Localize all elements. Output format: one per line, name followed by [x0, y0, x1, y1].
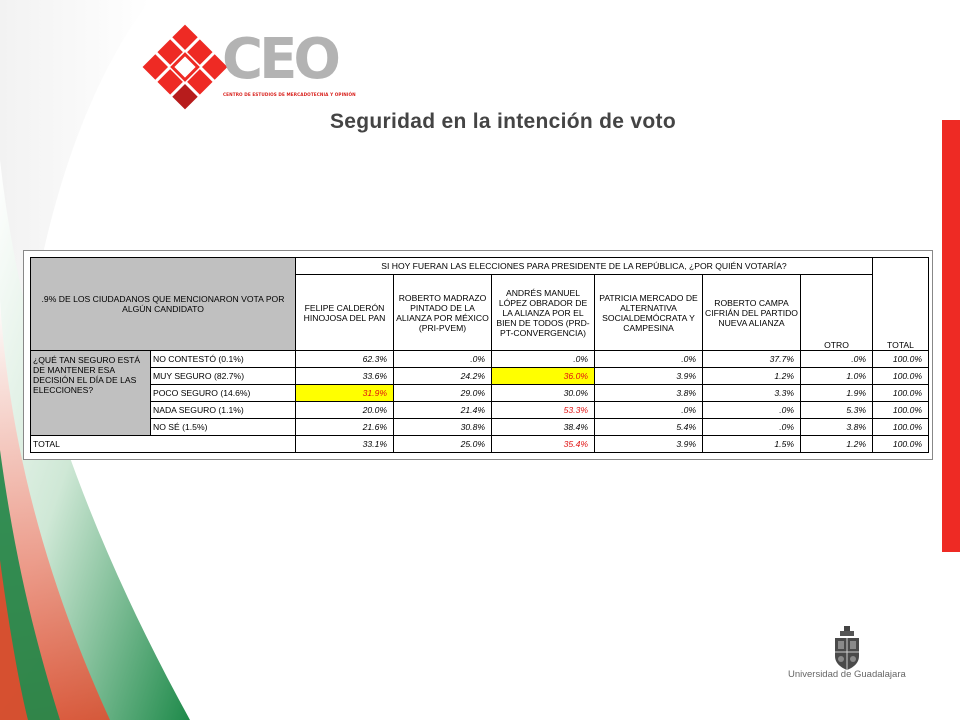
survey-table-panel: .9% DE LOS CIUDADANOS QUE MENCIONARON VO… [23, 250, 933, 460]
table-cell: 100.0% [872, 401, 929, 419]
table-cell: .0% [800, 350, 873, 368]
survey-table: .9% DE LOS CIUDADANOS QUE MENCIONARON VO… [30, 257, 929, 453]
table-cell: 100.0% [872, 384, 929, 402]
table-cell: 1.0% [800, 367, 873, 385]
table-cell: .0% [594, 350, 703, 368]
column-header-lopez-obrador: ANDRÉS MANUEL LÓPEZ OBRADOR DE LA ALIANZ… [491, 274, 595, 351]
column-header-mercado: PATRICIA MERCADO DE ALTERNATIVA SOCIALDE… [594, 274, 703, 351]
table-cell: 21.6% [295, 418, 394, 436]
table-cell: 25.0% [393, 435, 492, 453]
table-cell: 100.0% [872, 367, 929, 385]
total-row: TOTAL 33.1% 25.0% 35.4% 3.9% 1.5% 1.2% 1… [30, 435, 929, 453]
logo-wordmark: CEO [222, 27, 341, 92]
table-cell: 53.3% [491, 401, 595, 419]
table-cell: 38.4% [491, 418, 595, 436]
table-cell: 3.8% [594, 384, 703, 402]
table-cell: 21.4% [393, 401, 492, 419]
table-cell: 3.9% [594, 435, 703, 453]
table-cell: 100.0% [872, 435, 929, 453]
accent-bar [942, 120, 960, 552]
ceo-diamond-icon [142, 24, 228, 110]
column-header-otro: OTRO [800, 274, 873, 351]
table-row: NADA SEGURO (1.1%) 20.0% 21.4% 53.3% .0%… [31, 401, 929, 419]
table-row: POCO SEGURO (14.6%) 31.9% 29.0% 30.0% 3.… [31, 384, 929, 402]
table-cell: 1.2% [702, 367, 801, 385]
table-cell: 35.4% [491, 435, 595, 453]
table-cell: 33.1% [295, 435, 394, 453]
total-label: TOTAL [30, 435, 296, 453]
table-cell: 29.0% [393, 384, 492, 402]
table-row: MUY SEGURO (82.7%) 33.6% 24.2% 36.0% 3.9… [31, 367, 929, 385]
table-cell: .0% [702, 401, 801, 419]
question-header: SI HOY FUERAN LAS ELECCIONES PARA PRESID… [295, 257, 873, 275]
university-crest-icon [835, 626, 859, 670]
table-row: NO SÉ (1.5%) 21.6% 30.8% 38.4% 5.4% .0% … [31, 418, 929, 436]
table-cell: 1.5% [702, 435, 801, 453]
table-cell: 5.3% [800, 401, 873, 419]
logo-subtitle: CENTRO DE ESTUDIOS DE MERCADOTECNIA Y OP… [223, 92, 356, 97]
table-cell: 100.0% [872, 350, 929, 368]
university-name: Universidad de Guadalajara [788, 669, 906, 680]
table-cell: 33.6% [295, 367, 394, 385]
table-cell: 24.2% [393, 367, 492, 385]
table-cell: .0% [702, 418, 801, 436]
table-cell: 1.9% [800, 384, 873, 402]
row-label: MUY SEGURO (82.7%) [150, 367, 296, 385]
table-cell: 20.0% [295, 401, 394, 419]
row-label: NADA SEGURO (1.1%) [150, 401, 296, 419]
column-header-madrazo: ROBERTO MADRAZO PINTADO DE LA ALIANZA PO… [393, 274, 492, 351]
row-question: ¿QUÉ TAN SEGURO ESTÁ DE MANTENER ESA DEC… [30, 350, 151, 436]
table-row: ¿QUÉ TAN SEGURO ESTÁ DE MANTENER ESA DEC… [30, 350, 929, 436]
table-cell: 3.8% [800, 418, 873, 436]
highlighted-cell: 31.9% [295, 384, 394, 402]
row-label: NO SÉ (1.5%) [150, 418, 296, 436]
table-cell: .0% [491, 350, 595, 368]
table-cell: 62.3% [295, 350, 394, 368]
column-header-campa: ROBERTO CAMPA CIFRIÁN DEL PARTIDO NUEVA … [702, 274, 801, 351]
table-cell: 3.9% [594, 367, 703, 385]
table-cell: 37.7% [702, 350, 801, 368]
table-cell: 30.8% [393, 418, 492, 436]
table-cell: 3.3% [702, 384, 801, 402]
table-cell: 30.0% [491, 384, 595, 402]
table-cell: 100.0% [872, 418, 929, 436]
column-header-total: TOTAL [872, 257, 929, 351]
table-cell: 1.2% [800, 435, 873, 453]
page-title: Seguridad en la intención de voto [330, 110, 676, 133]
table-cell: 5.4% [594, 418, 703, 436]
row-label: NO CONTESTÓ (0.1%) [150, 350, 296, 368]
column-header-calderon: FELIPE CALDERÓN HINOJOSA DEL PAN [295, 274, 394, 351]
table-cell: .0% [393, 350, 492, 368]
corner-label: .9% DE LOS CIUDADANOS QUE MENCIONARON VO… [30, 257, 296, 351]
table-cell: .0% [594, 401, 703, 419]
row-label: POCO SEGURO (14.6%) [150, 384, 296, 402]
highlighted-cell: 36.0% [491, 367, 595, 385]
